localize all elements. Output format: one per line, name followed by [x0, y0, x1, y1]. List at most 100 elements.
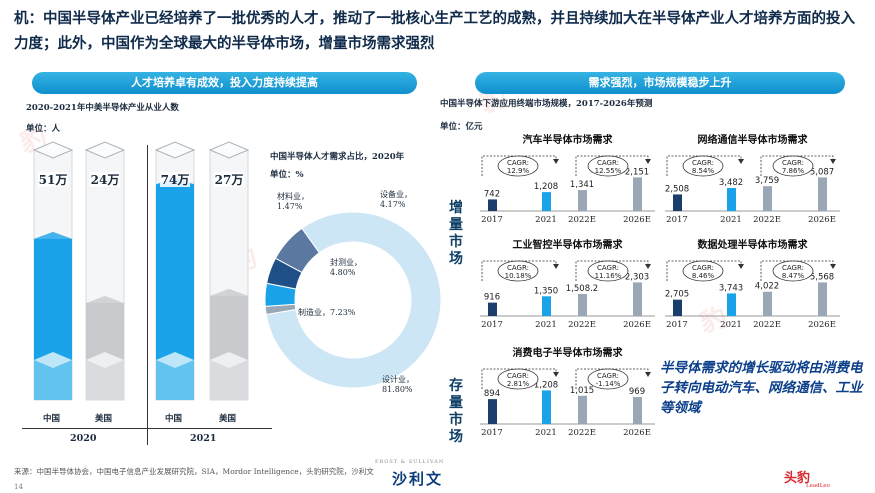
- header-text: 机：中国半导体产业已经培养了一批优秀的人才，推动了一批核心生产工艺的成熟，并且持…: [14, 10, 855, 52]
- donut-slice-设计业: [265, 211, 442, 389]
- cagr-arrowhead: [645, 159, 651, 164]
- cagr-bubble: [587, 260, 629, 282]
- bar: [34, 238, 72, 360]
- slogan-text: 半导体需求的增长驱动将由消费电子转向电动汽车、网络通信、工业等领域: [660, 360, 863, 416]
- cagr-arrow: [666, 155, 742, 176]
- category-label: 2017: [666, 320, 688, 330]
- year-divider-vertical: [147, 145, 148, 445]
- donut-label-equipment: 设备业， 4.17%: [380, 190, 412, 209]
- brand-english: FROST & SULLIVAN: [375, 459, 445, 465]
- bar-cap: [210, 288, 248, 303]
- value-label: 27万: [215, 173, 244, 187]
- value-label: 2,508: [665, 184, 689, 194]
- page-number: 14: [14, 483, 23, 491]
- cagr-label: CAGR:: [597, 372, 619, 380]
- value-label: 5,568: [810, 272, 834, 282]
- bar: [86, 303, 124, 360]
- category-label: 2017: [481, 320, 503, 330]
- value-label-bg: [214, 172, 244, 187]
- bar: [727, 188, 736, 211]
- value-label: 1,208: [534, 380, 558, 390]
- cagr-arrowhead: [738, 264, 744, 269]
- country-label-us-2021: 美国: [219, 414, 237, 424]
- cagr-arrow: [575, 155, 649, 176]
- leadleo-logo-english: LeadLeo: [806, 483, 830, 489]
- cagr-value: 12.9%: [507, 167, 530, 175]
- cagr-arrow: [760, 260, 834, 281]
- category-label: 2021: [535, 215, 557, 225]
- cagr-label: CAGR:: [507, 159, 529, 167]
- category-label: 2026E: [623, 215, 651, 225]
- bar: [633, 397, 642, 424]
- cagr-label: CAGR:: [597, 159, 619, 167]
- bar: [542, 192, 551, 211]
- value-label: 74万: [161, 173, 190, 187]
- bar-cap: [86, 296, 124, 310]
- value-label: 5,087: [810, 167, 834, 177]
- bar: [727, 293, 736, 316]
- cagr-arrow: [481, 260, 557, 281]
- cagr-value: 10.18%: [505, 272, 532, 280]
- panel-title: 汽车半导体市场需求: [523, 133, 614, 146]
- value-label: 2,303: [625, 272, 649, 282]
- country-label-us-2020: 美国: [95, 414, 113, 424]
- value-label: 24万: [91, 173, 120, 187]
- value-label: 1,341: [570, 180, 594, 190]
- value-label: 4,022: [755, 282, 779, 292]
- cagr-bubble: [587, 368, 629, 390]
- category-label: 2026E: [623, 428, 651, 438]
- category-label: 2026E: [808, 215, 836, 225]
- cagr-arrow: [575, 368, 649, 389]
- donut-label-design: 设计业， 81.80%: [382, 375, 414, 394]
- cagr-arrowhead: [553, 159, 559, 164]
- cagr-arrowhead: [830, 159, 836, 164]
- category-label: 2022E: [568, 320, 596, 330]
- cylinder-cap: [84, 141, 126, 159]
- value-label: 3,743: [719, 283, 743, 293]
- bar-base-top: [86, 352, 124, 368]
- cagr-label: CAGR:: [782, 159, 804, 167]
- market-subtitle: 中国半导体下游应用终端市场规模，2017-2026年预测: [440, 99, 653, 109]
- category-label: 2022E: [568, 428, 596, 438]
- market-unit: 单位：亿元: [440, 122, 483, 132]
- category-label: 2017: [481, 215, 503, 225]
- leadleo-logo: 头豹: [784, 471, 811, 486]
- cagr-label: CAGR:: [692, 264, 714, 272]
- bar: [673, 299, 682, 316]
- bar-base-top: [34, 352, 72, 368]
- donut-label-manufacturing: 制造业，7.23%: [298, 308, 356, 317]
- talent-unit: 单位：人: [26, 124, 61, 134]
- category-label: 2021: [720, 215, 742, 225]
- category-label: 2026E: [623, 320, 651, 330]
- value-label: 742: [484, 189, 500, 199]
- category-label: 2022E: [753, 320, 781, 330]
- value-label: 3,482: [719, 178, 743, 188]
- panel-title: 网络通信半导体市场需求: [698, 133, 809, 146]
- bar-base-top: [210, 352, 248, 368]
- bar: [578, 190, 587, 211]
- cagr-arrowhead: [553, 264, 559, 269]
- cagr-arrow: [760, 155, 834, 176]
- value-label: 916: [484, 293, 500, 303]
- stock-market-label: 存量市场: [449, 378, 463, 445]
- value-label: 894: [484, 389, 500, 399]
- value-label: 1,508.2: [566, 284, 598, 294]
- category-label: 2021: [720, 320, 742, 330]
- cagr-bubble: [772, 260, 814, 282]
- category-label: 2022E: [753, 215, 781, 225]
- donut-slice-制造业: [274, 227, 320, 274]
- value-label: 2,705: [665, 290, 689, 300]
- bar-base-top: [156, 352, 194, 368]
- country-label-cn-2021: 中国: [165, 414, 183, 424]
- value-label: 51万: [39, 173, 68, 187]
- bar: [542, 390, 551, 424]
- cagr-label: CAGR:: [692, 159, 714, 167]
- cagr-value: 8.47%: [782, 272, 805, 280]
- category-label: 2017: [481, 428, 503, 438]
- cagr-arrow: [481, 368, 557, 389]
- bar: [818, 282, 827, 316]
- bar: [763, 291, 772, 316]
- panel-title: 消费电子半导体市场需求: [513, 346, 624, 359]
- value-label: 1,350: [534, 286, 558, 296]
